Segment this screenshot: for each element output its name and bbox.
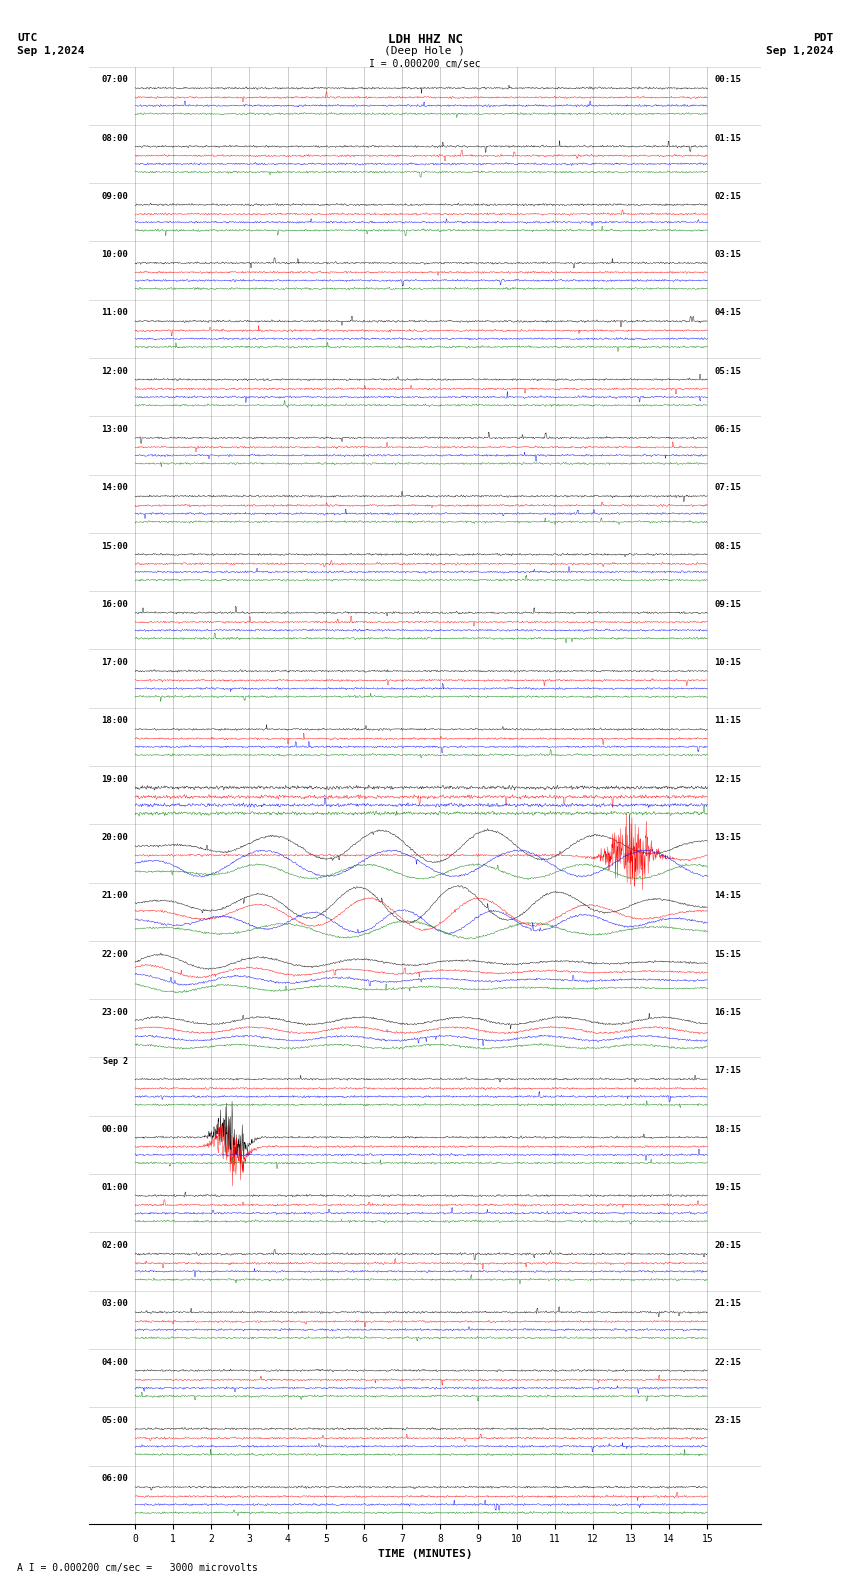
Text: 00:15: 00:15: [714, 76, 741, 84]
Text: 14:15: 14:15: [714, 892, 741, 900]
Text: 01:00: 01:00: [101, 1183, 128, 1191]
Text: 05:15: 05:15: [714, 367, 741, 375]
Text: 07:15: 07:15: [714, 483, 741, 493]
Text: 04:00: 04:00: [101, 1357, 128, 1367]
Text: 10:00: 10:00: [101, 250, 128, 260]
Text: 18:00: 18:00: [101, 716, 128, 725]
X-axis label: TIME (MINUTES): TIME (MINUTES): [377, 1549, 473, 1559]
Text: 19:15: 19:15: [714, 1183, 741, 1191]
Text: 16:00: 16:00: [101, 600, 128, 608]
Text: 11:00: 11:00: [101, 309, 128, 317]
Text: 07:00: 07:00: [101, 76, 128, 84]
Text: Sep 1,2024: Sep 1,2024: [17, 46, 84, 55]
Text: 22:15: 22:15: [714, 1357, 741, 1367]
Text: 10:15: 10:15: [714, 659, 741, 667]
Text: 00:00: 00:00: [101, 1125, 128, 1134]
Text: 02:00: 02:00: [101, 1242, 128, 1250]
Text: 20:15: 20:15: [714, 1242, 741, 1250]
Text: 17:00: 17:00: [101, 659, 128, 667]
Text: 06:00: 06:00: [101, 1475, 128, 1483]
Text: 23:15: 23:15: [714, 1416, 741, 1426]
Text: 06:15: 06:15: [714, 425, 741, 434]
Text: Sep 1,2024: Sep 1,2024: [766, 46, 833, 55]
Text: 21:15: 21:15: [714, 1299, 741, 1308]
Text: 16:15: 16:15: [714, 1007, 741, 1017]
Text: 15:00: 15:00: [101, 542, 128, 551]
Text: 08:00: 08:00: [101, 133, 128, 143]
Text: 09:00: 09:00: [101, 192, 128, 201]
Text: 04:15: 04:15: [714, 309, 741, 317]
Text: 21:00: 21:00: [101, 892, 128, 900]
Text: 01:15: 01:15: [714, 133, 741, 143]
Text: 02:15: 02:15: [714, 192, 741, 201]
Text: 05:00: 05:00: [101, 1416, 128, 1426]
Text: 08:15: 08:15: [714, 542, 741, 551]
Text: LDH HHZ NC: LDH HHZ NC: [388, 33, 462, 46]
Text: 14:00: 14:00: [101, 483, 128, 493]
Text: 17:15: 17:15: [714, 1066, 741, 1076]
Text: (Deep Hole ): (Deep Hole ): [384, 46, 466, 55]
Text: 12:15: 12:15: [714, 775, 741, 784]
Text: 15:15: 15:15: [714, 950, 741, 958]
Text: 11:15: 11:15: [714, 716, 741, 725]
Text: 23:00: 23:00: [101, 1007, 128, 1017]
Text: 03:00: 03:00: [101, 1299, 128, 1308]
Text: Sep 2: Sep 2: [103, 1058, 128, 1066]
Text: 12:00: 12:00: [101, 367, 128, 375]
Text: 18:15: 18:15: [714, 1125, 741, 1134]
Text: 13:00: 13:00: [101, 425, 128, 434]
Text: UTC: UTC: [17, 33, 37, 43]
Text: A I = 0.000200 cm/sec =   3000 microvolts: A I = 0.000200 cm/sec = 3000 microvolts: [17, 1563, 258, 1573]
Text: 03:15: 03:15: [714, 250, 741, 260]
Text: 13:15: 13:15: [714, 833, 741, 843]
Text: 20:00: 20:00: [101, 833, 128, 843]
Text: I = 0.000200 cm/sec: I = 0.000200 cm/sec: [369, 59, 481, 68]
Text: 19:00: 19:00: [101, 775, 128, 784]
Text: PDT: PDT: [813, 33, 833, 43]
Text: 22:00: 22:00: [101, 950, 128, 958]
Text: 09:15: 09:15: [714, 600, 741, 608]
